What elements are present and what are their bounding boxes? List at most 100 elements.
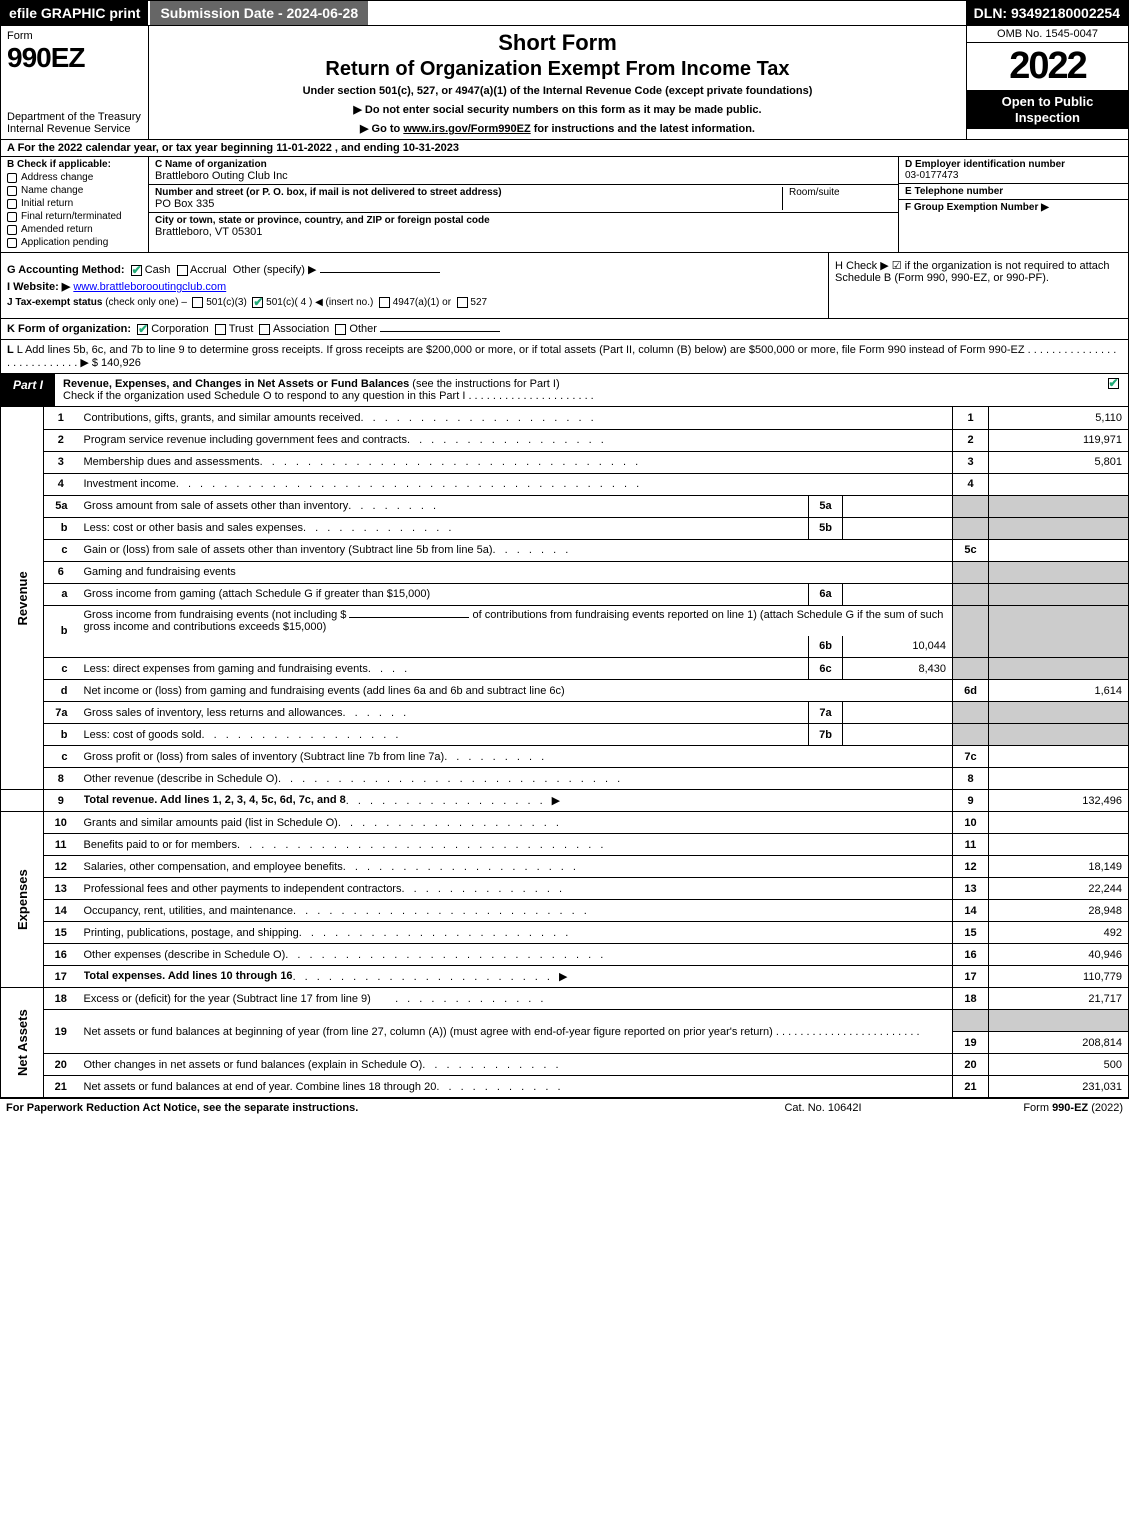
desc-8: Other revenue (describe in Schedule O) [84,773,278,785]
header-right: OMB No. 1545-0047 2022 Open to Public In… [966,26,1128,139]
lbl-accrual: Accrual [190,264,227,276]
line-5a: 5aGross amount from sale of assets other… [1,495,1129,517]
rl-4: 4 [953,473,989,495]
lbl-trust: Trust [229,323,254,335]
chk-corp[interactable] [137,324,148,335]
desc-6d: Net income or (loss) from gaming and fun… [78,680,953,702]
i-label: I Website: ▶ [7,281,70,293]
lbl-cash: Cash [145,264,171,276]
chk-501c3[interactable] [192,297,203,308]
header-center: Short Form Return of Organization Exempt… [149,26,966,139]
other-specify-line[interactable] [320,272,440,273]
line-16: 16Other expenses (describe in Schedule O… [1,944,1129,966]
line-21: 21Net assets or fund balances at end of … [1,1076,1129,1098]
desc-11: Benefits paid to or for members [84,839,237,851]
part1-header: Part I Revenue, Expenses, and Changes in… [0,374,1129,407]
desc-5c: Gain or (loss) from sale of assets other… [84,544,493,556]
rl-6d: 6d [953,680,989,702]
subtitle: Under section 501(c), 527, or 4947(a)(1)… [155,85,960,97]
rl-14: 14 [953,900,989,922]
row-a-tax-year: A For the 2022 calendar year, or tax yea… [0,140,1129,157]
goto-pre: ▶ Go to [360,123,403,135]
irs-link[interactable]: www.irs.gov/Form990EZ [403,123,530,135]
rl-12: 12 [953,856,989,878]
lbl-501c: 501(c)( 4 ) ◀ (insert no.) [266,297,373,308]
line-17: 17Total expenses. Add lines 10 through 1… [1,966,1129,988]
chk-527[interactable] [457,297,468,308]
subval-6b: 10,044 [843,636,953,658]
chk-accrual[interactable] [177,265,188,276]
chk-other-org[interactable] [335,324,346,335]
g-label: G Accounting Method: [7,264,125,276]
chk-initial-return[interactable] [7,199,17,209]
tax-year: 2022 [967,43,1128,90]
section-ghij: G Accounting Method: Cash Accrual Other … [0,253,1129,319]
chk-name-change[interactable] [7,186,17,196]
e-phone-label: E Telephone number [905,186,1122,197]
desc-3: Membership dues and assessments [84,456,260,468]
rl-2: 2 [953,429,989,451]
chk-assoc[interactable] [259,324,270,335]
chk-final-return[interactable] [7,212,17,222]
part1-sub: (see the instructions for Part I) [412,378,559,390]
desc-9: Total revenue. Add lines 1, 2, 3, 4, 5c,… [84,794,346,807]
subval-7b [843,724,953,746]
chk-app-pending[interactable] [7,238,17,248]
footer-left: For Paperwork Reduction Act Notice, see … [6,1102,723,1114]
line-15: 15Printing, publications, postage, and s… [1,922,1129,944]
chk-address-change[interactable] [7,173,17,183]
row-i: I Website: ▶ www.brattleborooutingclub.c… [7,280,822,293]
line-11: 11Benefits paid to or for members. . . .… [1,834,1129,856]
footer-cat-no: Cat. No. 10642I [723,1102,923,1114]
desc-21: Net assets or fund balances at end of ye… [84,1081,437,1093]
line-7c: cGross profit or (loss) from sales of in… [1,746,1129,768]
other-org-line[interactable] [380,331,500,332]
chk-trust[interactable] [215,324,226,335]
goto-post: for instructions and the latest informat… [531,123,755,135]
val-4 [989,473,1129,495]
desc-13: Professional fees and other payments to … [84,883,402,895]
lbl-assoc: Association [273,323,329,335]
c-name-label: C Name of organization [155,159,892,170]
desc-6c: Less: direct expenses from gaming and fu… [84,663,368,675]
chk-4947[interactable] [379,297,390,308]
desc-4: Investment income [84,478,176,490]
lbl-final-return: Final return/terminated [21,211,122,222]
rl-13: 13 [953,878,989,900]
c-room-label: Room/suite [782,187,892,210]
b-header: B Check if applicable: [7,159,142,170]
subval-5b [843,517,953,539]
val-1: 5,110 [989,407,1129,429]
lbl-527: 527 [470,297,487,308]
desc-19: Net assets or fund balances at beginning… [84,1026,773,1038]
line-9: 9Total revenue. Add lines 1, 2, 3, 4, 5c… [1,790,1129,812]
desc-10: Grants and similar amounts paid (list in… [84,817,338,829]
website-link[interactable]: www.brattleborooutingclub.com [73,281,226,293]
line-6d: dNet income or (loss) from gaming and fu… [1,680,1129,702]
lbl-other: Other (specify) ▶ [233,264,317,276]
subval-5a [843,495,953,517]
desc-15: Printing, publications, postage, and shi… [84,927,299,939]
sub-7b: 7b [809,724,843,746]
rl-8: 8 [953,768,989,790]
chk-501c[interactable] [252,297,263,308]
desc-2: Program service revenue including govern… [84,434,407,446]
form-word: Form [7,30,142,42]
lbl-501c3: 501(c)(3) [206,297,247,308]
sub-5b: 5b [809,517,843,539]
form-number: 990EZ [7,42,142,74]
lbl-other-org: Other [349,323,377,335]
line-6b: bGross income from fundraising events (n… [1,605,1129,636]
chk-schedule-o[interactable] [1108,378,1119,389]
line-2: 2 Program service revenue including gover… [1,429,1129,451]
val-8 [989,768,1129,790]
line-3: 3Membership dues and assessments. . . . … [1,451,1129,473]
val-3: 5,801 [989,451,1129,473]
efile-label[interactable]: efile GRAPHIC print [1,1,148,25]
desc-7c: Gross profit or (loss) from sales of inv… [84,751,445,763]
chk-amended[interactable] [7,225,17,235]
sub-5a: 5a [809,495,843,517]
chk-cash[interactable] [131,265,142,276]
inspection-badge: Open to Public Inspection [967,90,1128,129]
title-return: Return of Organization Exempt From Incom… [155,58,960,81]
